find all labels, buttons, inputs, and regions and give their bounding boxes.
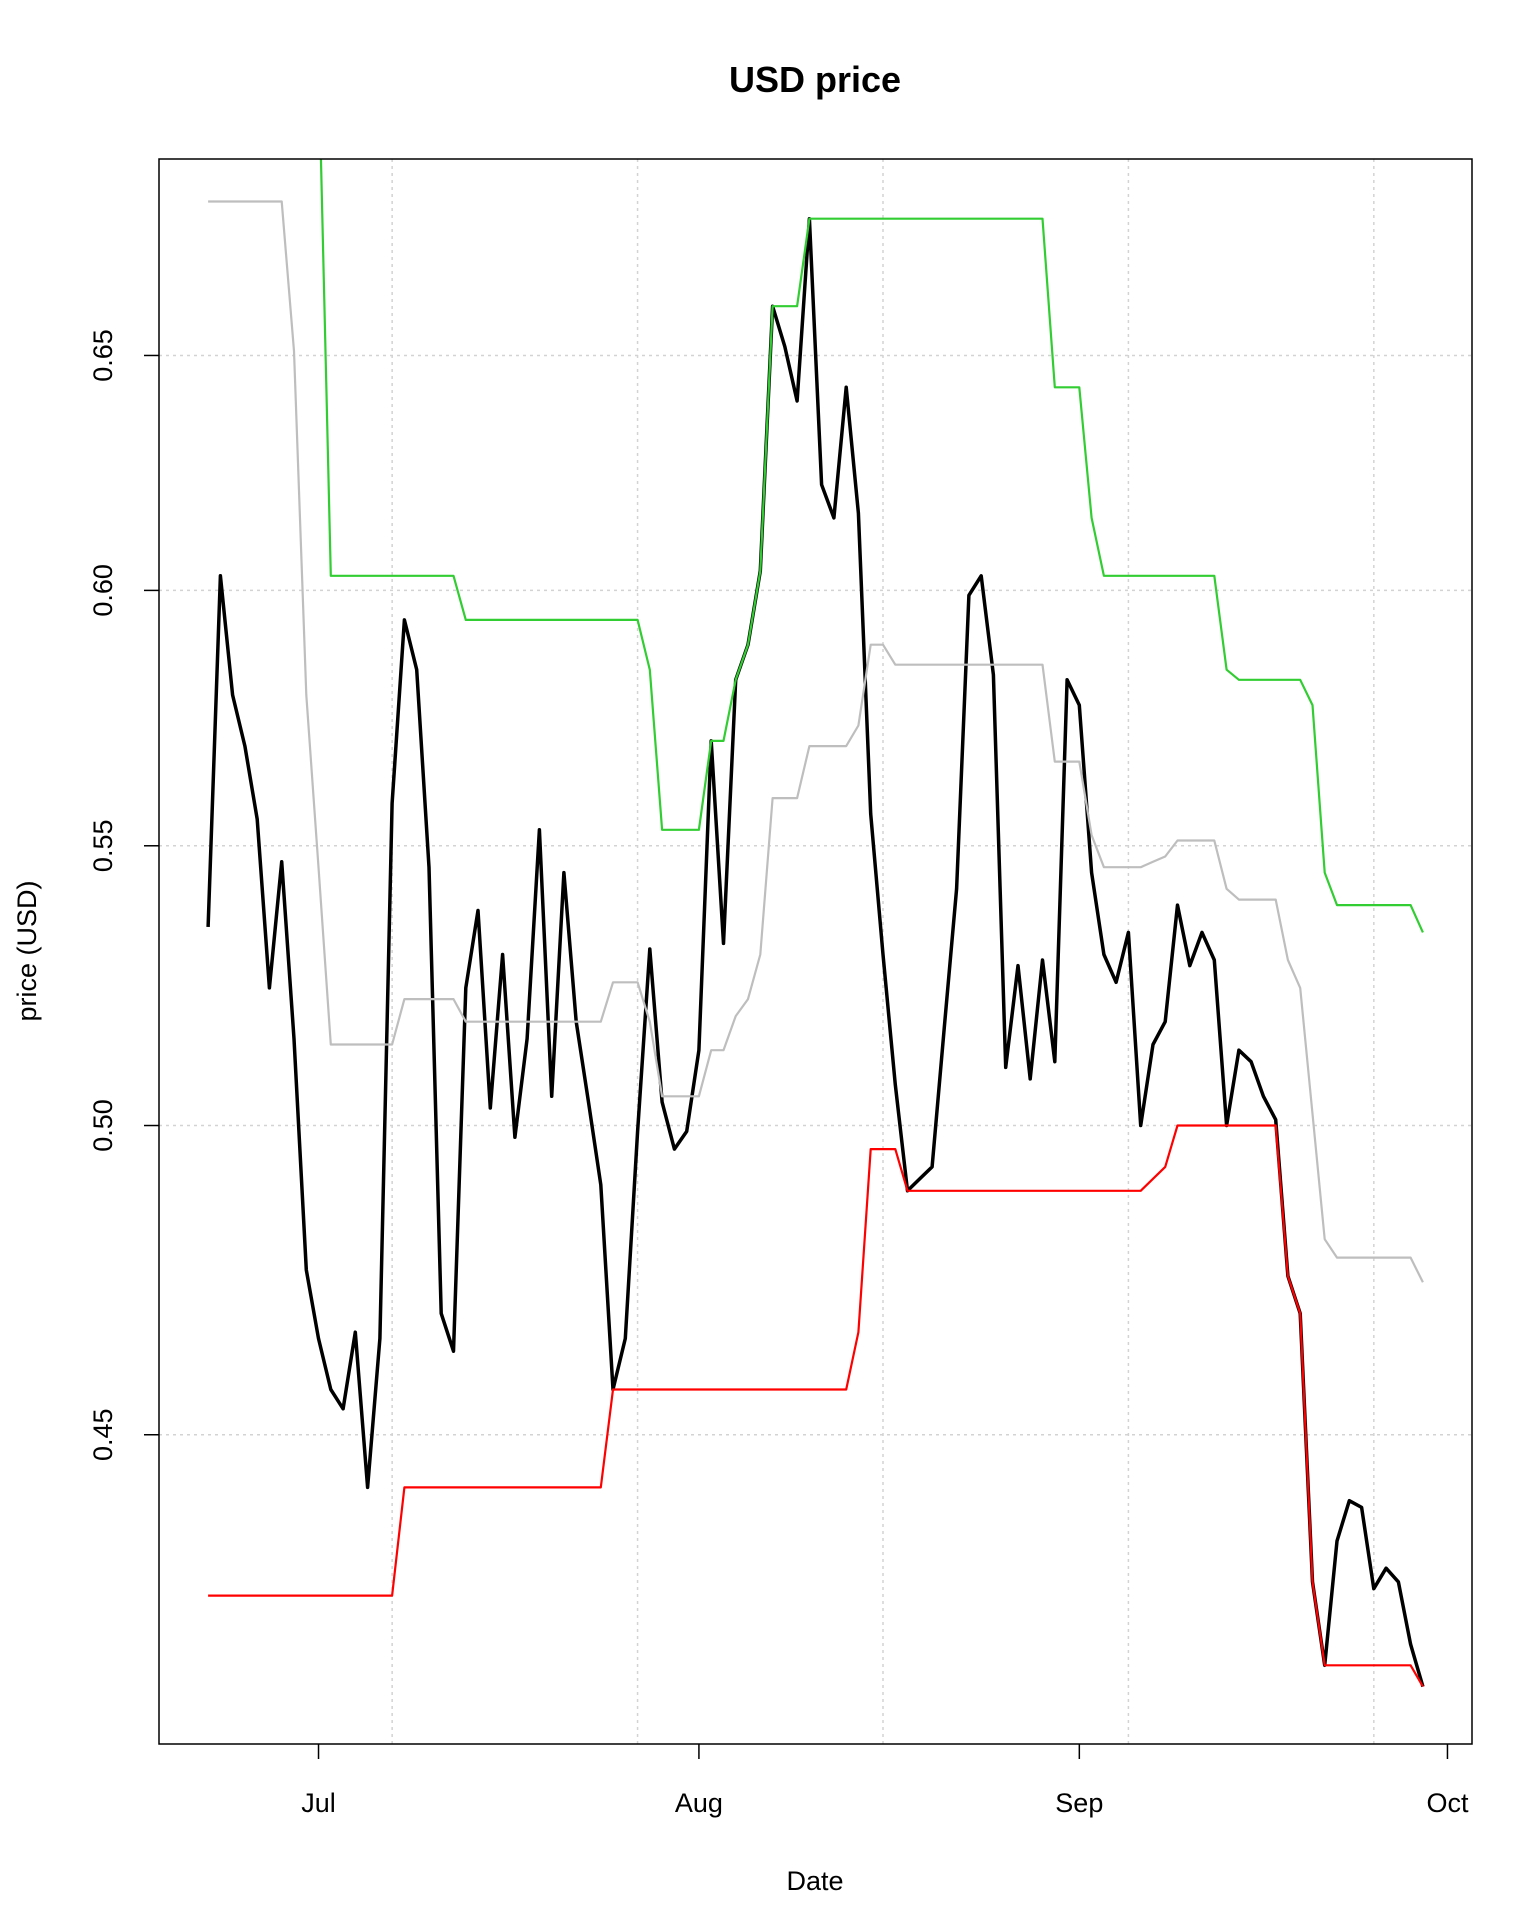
x-axis-title: Date: [786, 1866, 843, 1896]
y-axis-title: price (USD): [12, 880, 42, 1021]
y-tick-label: 0.55: [88, 820, 118, 873]
y-tick-label: 0.50: [88, 1099, 118, 1152]
price-line: [206, 216, 1425, 1688]
price-line: [208, 1124, 1424, 1688]
axes: 0.45 0.50 0.55 0.60 0.65 Jul Aug Sep Oct: [88, 329, 1469, 1818]
price-line: [208, 200, 1424, 1283]
x-tick-label: Oct: [1426, 1788, 1469, 1818]
y-tick-label: 0.60: [88, 564, 118, 617]
x-tick-label: Aug: [675, 1788, 723, 1818]
chart-title: USD price: [729, 59, 901, 100]
price-line: [319, 159, 1424, 933]
plot-lines: [206, 159, 1425, 1688]
y-tick-label: 0.45: [88, 1408, 118, 1461]
x-tick-label: Jul: [301, 1788, 336, 1818]
grid: [159, 159, 1472, 1744]
y-tick-label: 0.65: [88, 329, 118, 382]
x-tick-label: Sep: [1055, 1788, 1103, 1818]
plot-frame: [158, 158, 1473, 1745]
